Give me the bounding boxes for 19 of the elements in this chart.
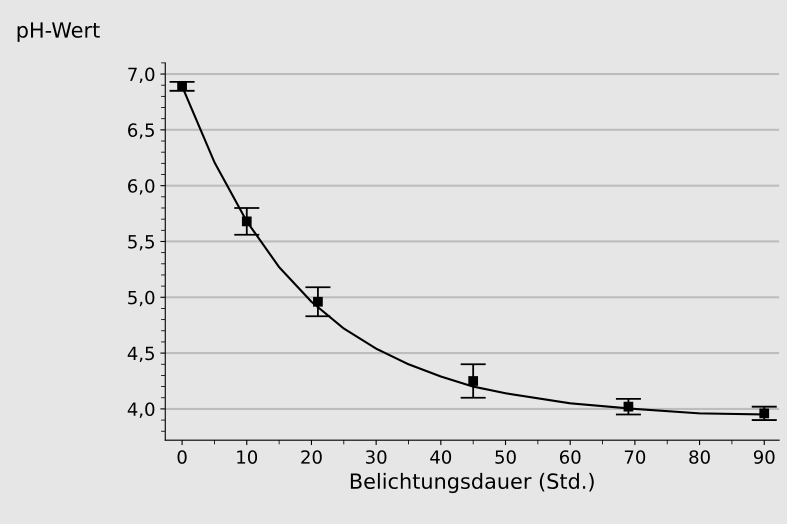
y-tick-label: 6,5 xyxy=(128,123,154,139)
x-tick-label: 0 xyxy=(178,450,187,464)
y-tick-label: 7,0 xyxy=(128,68,154,83)
x-tick-label: 90 xyxy=(754,450,775,464)
y-tick-label: 5,0 xyxy=(128,290,154,306)
x-tick-label: 60 xyxy=(560,450,580,464)
x-tick-label: 20 xyxy=(301,450,322,464)
y-tick-label: 5,5 xyxy=(128,235,154,250)
y-tick-label: 6,0 xyxy=(128,179,154,195)
y-axis-title: pH-Wert xyxy=(18,22,100,42)
x-tick-label: 70 xyxy=(624,450,646,464)
y-tick-label: 4,5 xyxy=(128,346,154,362)
x-tick-label: 30 xyxy=(366,450,386,464)
y-tick-label: 4,0 xyxy=(128,402,154,418)
x-tick-label: 40 xyxy=(430,450,452,464)
x-tick-label: 10 xyxy=(237,450,258,464)
x-axis-title: Belichtungsdauer (Std.) xyxy=(350,472,594,494)
x-tick-label: 80 xyxy=(689,450,710,464)
x-tick-label: 50 xyxy=(495,450,516,464)
